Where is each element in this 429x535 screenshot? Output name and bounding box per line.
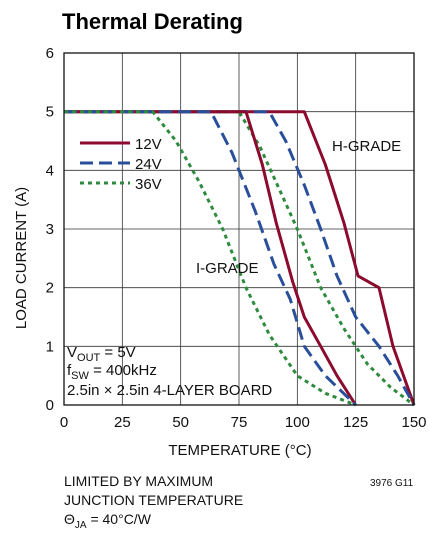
series-line-h-grade-36v [64, 110, 415, 407]
series-line-i-grade-24v [64, 110, 357, 407]
x-tick-label: 75 [231, 414, 248, 431]
x-tick-label: 50 [172, 414, 189, 431]
y-tick-label: 0 [46, 397, 54, 414]
x-tick-label: 0 [60, 414, 68, 431]
y-axis-label: LOAD CURRENT (A) [13, 187, 30, 329]
y-tick-label: 5 [46, 104, 54, 121]
x-tick-label: 100 [285, 414, 310, 431]
annotation-i-grade: I-GRADE [196, 260, 259, 277]
x-tick-label: 25 [114, 414, 131, 431]
series-line-i-grade-12v [64, 110, 357, 406]
note-line-1: LIMITED BY MAXIMUM [64, 473, 213, 489]
condition-board: 2.5in × 2.5in 4-LAYER BOARD [67, 382, 272, 399]
condition-vout: VOUT = 5V [67, 344, 136, 364]
series-line-h-grade-12v [64, 110, 416, 406]
legend: 12V 24V 36V [80, 136, 162, 193]
chart-title: Thermal Derating [62, 9, 243, 34]
tick-labels: 0 25 50 75 100 125 150 0 1 2 3 4 5 6 [46, 45, 427, 431]
x-tick-label: 125 [343, 414, 368, 431]
y-tick-label: 1 [46, 338, 54, 355]
series-line-h-grade-24v [64, 110, 416, 406]
note-line-3: ΘJA = 40°C/W [64, 511, 152, 531]
x-tick-label: 150 [401, 414, 426, 431]
legend-label-24v: 24V [135, 156, 162, 173]
note-line-2: JUNCTION TEMPERATURE [64, 492, 243, 508]
legend-label-12v: 12V [135, 136, 162, 153]
series-line-i-grade-36v [64, 110, 357, 407]
condition-fsw: fSW = 400kHz [67, 362, 157, 382]
y-tick-label: 3 [46, 221, 54, 238]
series-lines [64, 110, 416, 407]
y-tick-label: 2 [46, 280, 54, 297]
x-axis-label: TEMPERATURE (°C) [168, 442, 311, 459]
annotation-h-grade: H-GRADE [332, 138, 401, 155]
figure-id: 3976 G11 [370, 478, 414, 489]
legend-label-36v: 36V [135, 176, 162, 193]
y-tick-label: 4 [46, 162, 54, 179]
y-tick-label: 6 [46, 45, 54, 62]
plot-frame [63, 52, 415, 406]
